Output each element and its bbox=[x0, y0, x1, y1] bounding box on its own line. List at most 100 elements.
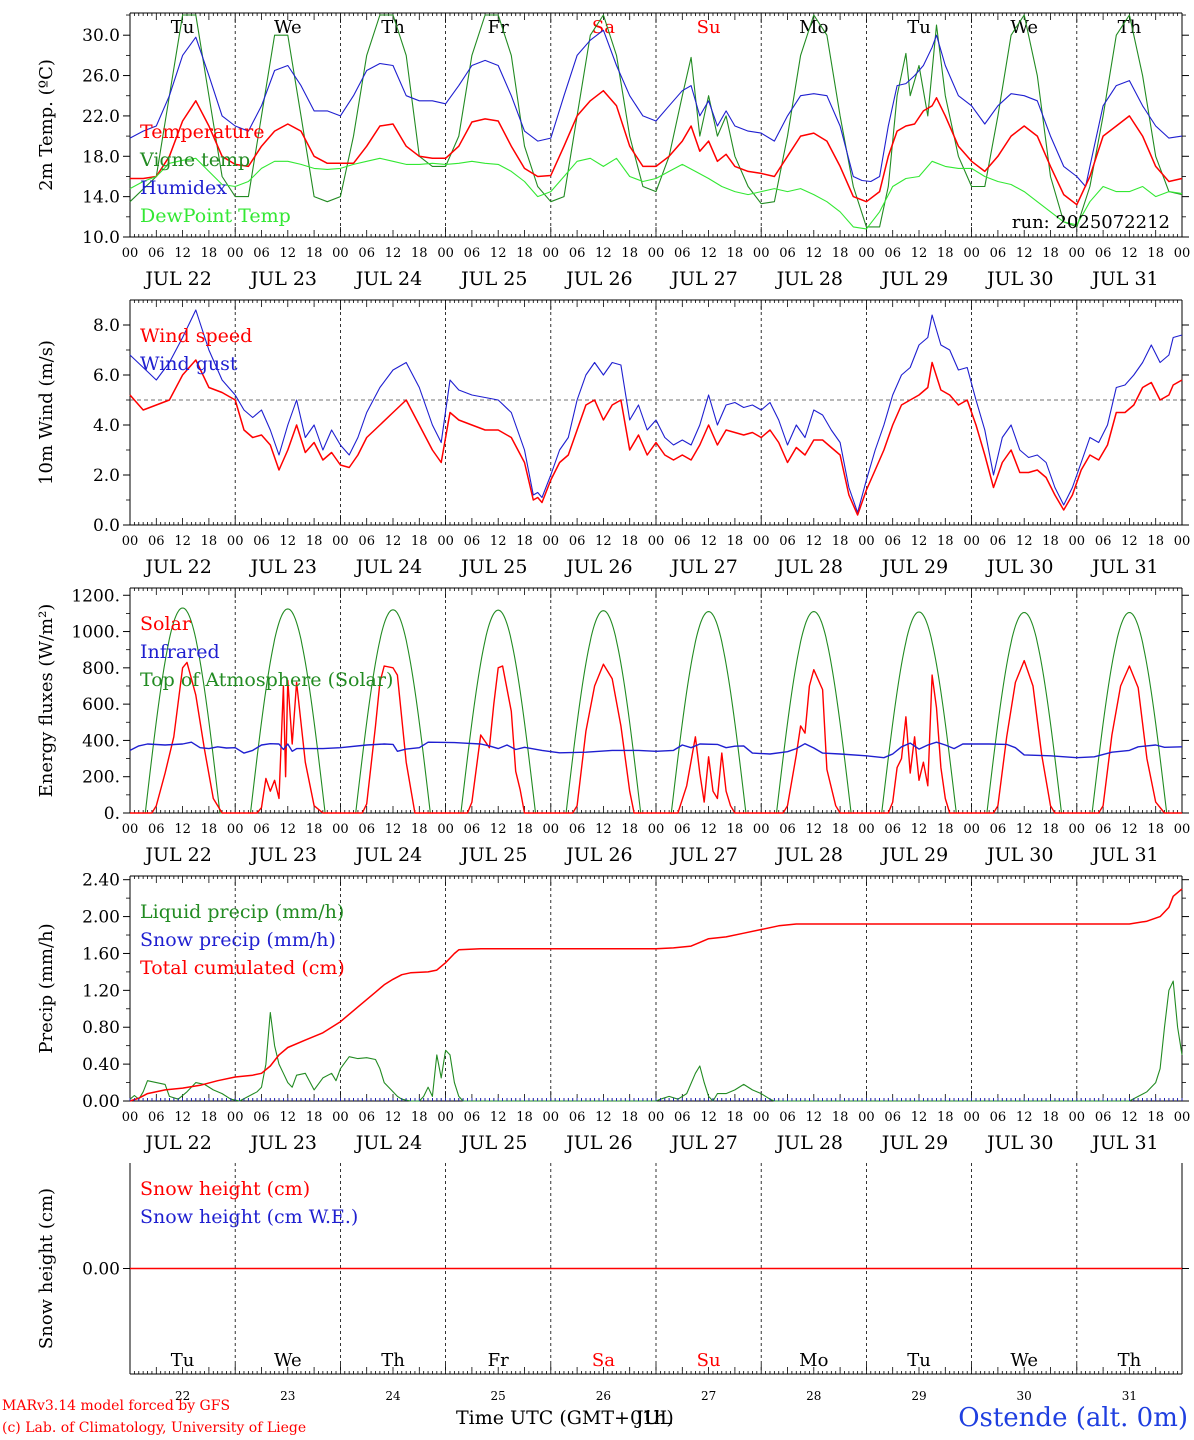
hour-tick-label: 00 bbox=[122, 246, 139, 261]
hour-tick-label: 06 bbox=[148, 246, 165, 261]
hour-tick-label: 18 bbox=[1147, 822, 1164, 837]
y-tick-label: 0.80 bbox=[82, 1018, 120, 1038]
date-label: JUL 27 bbox=[669, 844, 737, 866]
hour-tick-label: 00 bbox=[963, 246, 980, 261]
hour-tick-label: 00 bbox=[437, 246, 454, 261]
hour-tick-label: 00 bbox=[1069, 822, 1086, 837]
hour-tick-label: 12 bbox=[174, 1110, 191, 1125]
hour-tick-label: 00 bbox=[332, 1110, 349, 1125]
hour-tick-label: 18 bbox=[411, 822, 428, 837]
hour-tick-label: 00 bbox=[753, 1110, 770, 1125]
series-liquid-precip-mm-h- bbox=[129, 980, 1183, 1102]
series-wind-gust bbox=[129, 309, 1183, 514]
hour-tick-label: 18 bbox=[832, 246, 849, 261]
y-tick-label: 0.00 bbox=[82, 1260, 120, 1280]
hour-tick-label: 00 bbox=[437, 822, 454, 837]
hour-tick-label: 00 bbox=[543, 822, 560, 837]
weekday-label: Sa bbox=[592, 1350, 615, 1371]
date-label: JUL 30 bbox=[985, 268, 1053, 290]
hour-tick-label: 00 bbox=[858, 534, 875, 549]
hour-tick-label: 06 bbox=[464, 246, 481, 261]
hour-tick-label: 06 bbox=[253, 534, 270, 549]
series-infrared bbox=[129, 741, 1183, 759]
date-label: JUL 29 bbox=[880, 1132, 948, 1154]
hour-tick-label: 12 bbox=[280, 534, 297, 549]
series-temperature bbox=[130, 89, 1183, 206]
hour-tick-label: 06 bbox=[358, 822, 375, 837]
y-tick-label: 2.0 bbox=[93, 466, 120, 486]
hour-tick-label: 18 bbox=[937, 1110, 954, 1125]
hour-tick-label: 18 bbox=[937, 534, 954, 549]
day-number-label: 30 bbox=[1017, 1389, 1032, 1403]
hour-tick-label: 12 bbox=[280, 822, 297, 837]
y-tick-label: 0. bbox=[104, 804, 120, 824]
hour-tick-label: 06 bbox=[779, 822, 796, 837]
hour-tick-label: 06 bbox=[464, 1110, 481, 1125]
hour-tick-label: 06 bbox=[779, 1110, 796, 1125]
weekday-label: Fr bbox=[488, 1350, 509, 1371]
hour-tick-label: 00 bbox=[543, 534, 560, 549]
date-label: JUL 24 bbox=[354, 1132, 422, 1154]
weekday-label: Tu bbox=[907, 17, 931, 38]
hour-tick-label: 06 bbox=[990, 822, 1007, 837]
hour-tick-label: 12 bbox=[911, 1110, 928, 1125]
date-label: JUL 24 bbox=[354, 268, 422, 290]
hour-tick-label: 06 bbox=[674, 822, 691, 837]
weekday-label: Th bbox=[381, 17, 405, 38]
series-total-cumulated-cm- bbox=[129, 888, 1183, 1102]
date-label: JUL 22 bbox=[143, 556, 211, 578]
date-label: JUL 23 bbox=[249, 268, 317, 290]
hour-tick-label: 00 bbox=[753, 822, 770, 837]
y-tick-label: 1000. bbox=[71, 623, 120, 643]
hour-tick-label: 18 bbox=[201, 246, 218, 261]
y-tick-label: 30.0 bbox=[82, 26, 120, 46]
hour-tick-label: 12 bbox=[595, 1110, 612, 1125]
hour-tick-label: 12 bbox=[806, 534, 823, 549]
day-number-label: 23 bbox=[280, 1389, 295, 1403]
hour-tick-label: 18 bbox=[201, 822, 218, 837]
y-tick-label: 0.0 bbox=[93, 516, 120, 536]
weekday-label: We bbox=[274, 1350, 302, 1371]
hour-tick-label: 18 bbox=[306, 534, 323, 549]
date-label: JUL 31 bbox=[1090, 556, 1158, 578]
date-label: JUL 27 bbox=[669, 268, 737, 290]
hour-tick-label: 12 bbox=[700, 534, 717, 549]
weekday-label: Tu bbox=[171, 17, 195, 38]
hour-tick-label: 18 bbox=[1042, 534, 1059, 549]
hour-tick-label: 12 bbox=[385, 246, 402, 261]
hour-tick-label: 06 bbox=[569, 246, 586, 261]
hour-tick-label: 18 bbox=[516, 822, 533, 837]
hour-tick-label: 06 bbox=[674, 534, 691, 549]
hour-tick-label: 00 bbox=[963, 1110, 980, 1125]
hour-tick-label: 00 bbox=[648, 534, 665, 549]
hour-tick-label: 18 bbox=[832, 822, 849, 837]
y-axis-label: 2m Temp. (ºC) bbox=[36, 59, 57, 191]
hour-tick-label: 00 bbox=[1069, 1110, 1086, 1125]
y-tick-label: 4.0 bbox=[93, 416, 120, 436]
weekday-label: Su bbox=[697, 17, 721, 38]
hour-tick-label: 18 bbox=[306, 822, 323, 837]
hour-tick-label: 00 bbox=[543, 1110, 560, 1125]
hour-tick-label: 00 bbox=[963, 534, 980, 549]
x-axis-label: Time UTC (GMT+01h) bbox=[456, 1407, 674, 1429]
hour-tick-label: 12 bbox=[174, 822, 191, 837]
y-tick-label: 0.40 bbox=[82, 1055, 120, 1075]
panel-5: 0.00 Snow height (cm) Tu We Th Fr Sa Su Mo Tu We Th… bbox=[36, 1163, 1189, 1403]
hour-tick-label: 06 bbox=[990, 1110, 1007, 1125]
series-wind-speed bbox=[129, 359, 1183, 516]
date-label: JUL 30 bbox=[985, 1132, 1053, 1154]
hour-tick-label: 00 bbox=[648, 246, 665, 261]
hour-tick-label: 12 bbox=[490, 1110, 507, 1125]
hour-tick-label: 12 bbox=[700, 246, 717, 261]
y-tick-label: 22.0 bbox=[82, 107, 120, 127]
hour-tick-label: 12 bbox=[385, 822, 402, 837]
hour-tick-label: 18 bbox=[727, 534, 744, 549]
hour-tick-label: 18 bbox=[411, 534, 428, 549]
y-tick-label: 10.0 bbox=[82, 228, 120, 248]
panel-4: 0.00 0.40 0.80 1.20 1.60 2.00 2.40 Precip (mm/h… bbox=[36, 871, 1190, 1154]
hour-tick-label: 12 bbox=[700, 1110, 717, 1125]
hour-tick-label: 12 bbox=[595, 822, 612, 837]
hour-tick-label: 18 bbox=[306, 1110, 323, 1125]
series-dewpoint-temp bbox=[129, 157, 1183, 230]
hour-tick-label: 00 bbox=[858, 1110, 875, 1125]
